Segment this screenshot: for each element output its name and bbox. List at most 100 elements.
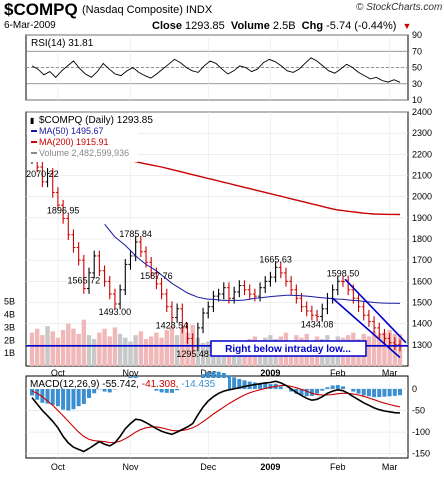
volume-bar — [91, 339, 97, 366]
price-tick-label: 1400 — [412, 319, 432, 329]
rsi-title: RSI(14) 31.81 — [31, 38, 94, 49]
macd-title-part: -41.308, — [142, 379, 181, 390]
volume-bar — [50, 331, 55, 366]
macd-histogram-bar — [81, 388, 86, 405]
macd-histogram-bar — [309, 388, 314, 396]
volume-bar — [366, 336, 372, 366]
price-x-tick-label: Oct — [51, 368, 66, 378]
macd-histogram-bar — [71, 388, 76, 410]
ma50-line — [104, 223, 401, 304]
volume-bar — [102, 328, 107, 366]
macd-title-part: MACD(12,26,9) — [30, 379, 102, 390]
macd-histogram-bar — [278, 386, 283, 389]
quote-summary: Close 1293.85 Volume 2.5B Chg -5.74 (-0.… — [152, 20, 411, 32]
price-tick-label: 1600 — [412, 276, 432, 286]
volume-tick-label: 3B — [4, 322, 15, 332]
volume-bar — [138, 331, 144, 366]
macd-histogram-bar — [340, 386, 345, 389]
volume-bar — [185, 332, 190, 366]
volume-bar — [81, 319, 87, 366]
macd-histogram-bar — [299, 388, 304, 395]
price-label: 1587.76 — [140, 271, 173, 281]
price-label: 1598.50 — [327, 269, 360, 279]
macd-tick-label: 0 — [412, 384, 417, 394]
volume-bar — [231, 350, 237, 366]
rsi-tick-label: 30 — [412, 79, 422, 89]
price-label: 1665.63 — [259, 254, 292, 264]
macd-histogram-bar — [361, 388, 366, 396]
legend-entry: MA(200) 1915.91 — [39, 137, 109, 147]
macd-histogram-bar — [232, 377, 237, 389]
macd-histogram-bar — [50, 388, 55, 405]
rsi-line — [31, 57, 401, 83]
macd-histogram-bar — [169, 388, 174, 393]
legend-entry: Volume 2,482,599,936 — [39, 148, 129, 158]
macd-histogram-bar — [392, 388, 397, 396]
legend-entry: MA(50) 1495.67 — [39, 126, 104, 136]
volume-bar — [117, 333, 123, 366]
macd-histogram-bar — [304, 388, 309, 397]
macd-histogram-bar — [398, 388, 402, 396]
macd-title: MACD(12,26,9) -55.742, -41.308, -14.435 — [30, 379, 216, 390]
price-tick-label: 2400 — [412, 107, 432, 117]
macd-histogram-bar — [154, 388, 159, 391]
macd-histogram-bar — [377, 388, 382, 398]
price-tick-label: 1700 — [412, 255, 432, 265]
volume-bar — [206, 341, 211, 366]
macd-histogram-bar — [330, 385, 335, 389]
volume-bar — [29, 332, 35, 366]
price-x-tick-label: 2009 — [260, 368, 280, 378]
legend-bg — [28, 114, 138, 162]
macd-histogram-bar — [325, 387, 330, 389]
rsi-tick-label: 90 — [412, 30, 422, 40]
macd-x-tick-label: Nov — [122, 462, 139, 472]
volume-bar — [66, 323, 71, 366]
macd-x-tick-label: Mar — [382, 462, 398, 472]
rsi-title-bg — [28, 37, 98, 48]
volume-bar — [200, 342, 206, 366]
macd-histogram-bar — [315, 388, 320, 394]
volume-bar — [112, 327, 118, 366]
price-tick-label: 2300 — [412, 128, 432, 138]
macd-signal-line — [31, 384, 401, 444]
close-label: Close — [152, 20, 182, 32]
volume-bar — [40, 335, 45, 366]
macd-histogram-bar — [252, 382, 257, 389]
price-tick-label: 1800 — [412, 234, 432, 244]
volume-bar — [123, 337, 128, 366]
close-value: 1293.85 — [185, 20, 225, 32]
annotation-box — [210, 340, 367, 357]
volume-bar — [237, 348, 242, 366]
price-label: 1428.54 — [156, 321, 189, 331]
macd-line — [31, 380, 401, 453]
macd-histogram-bar — [61, 388, 66, 410]
macd-histogram-bar — [335, 385, 340, 389]
price-label: 1434.08 — [301, 319, 334, 329]
volume-bar — [143, 339, 149, 366]
rsi-tick-label: 10 — [412, 95, 422, 105]
macd-histogram-bar — [289, 388, 294, 392]
volume-bar — [371, 331, 377, 366]
stockcharts-watermark: © StockCharts.com — [356, 2, 443, 13]
macd-histogram-bar — [55, 388, 60, 407]
volume-bar — [133, 335, 138, 366]
price-label: 2070.22 — [26, 169, 59, 179]
volume-bar — [34, 328, 40, 366]
macd-title-bg — [28, 378, 228, 389]
volume-bar — [154, 332, 159, 366]
rsi-tick-label: 70 — [412, 46, 422, 56]
volume-bar — [159, 337, 164, 366]
volume-bar — [60, 330, 66, 366]
macd-histogram-bar — [66, 388, 71, 411]
price-x-tick-label: Mar — [382, 368, 398, 378]
macd-histogram-bar — [263, 383, 268, 389]
volume-bar — [97, 332, 102, 366]
channel-line-upper — [344, 278, 407, 344]
volume-bar — [174, 335, 180, 366]
price-tick-label: 2200 — [412, 149, 432, 159]
volume-bar — [149, 336, 154, 366]
volume-label: Volume — [230, 20, 270, 32]
macd-histogram-bar — [294, 388, 299, 394]
macd-histogram-bar — [320, 388, 325, 391]
macd-histogram-bar — [164, 388, 169, 393]
